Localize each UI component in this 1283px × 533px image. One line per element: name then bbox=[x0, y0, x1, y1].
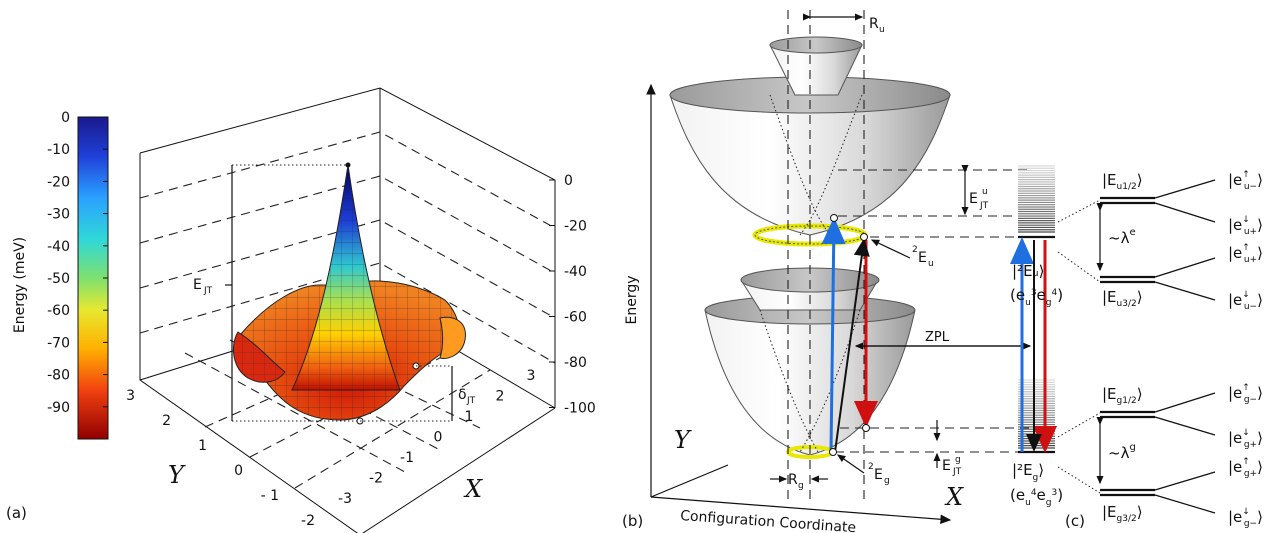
ejt-sub: JT bbox=[203, 286, 213, 296]
ru-sub: u bbox=[879, 25, 885, 35]
svg-text:|e↓u−⟩: |e↓ u−⟩ bbox=[1228, 290, 1263, 312]
x-tick-label: 2 bbox=[496, 389, 505, 405]
y-tick-label: 0 bbox=[234, 463, 243, 479]
vibronic-levels-g bbox=[1018, 379, 1055, 449]
delta-label: δ bbox=[458, 387, 467, 403]
ket-u: |²Eᵤ⟩ bbox=[1012, 262, 1044, 280]
colorbar-tick-label: -60 bbox=[47, 303, 70, 319]
x-tick-label: 3 bbox=[527, 368, 536, 384]
z-tick-label: -80 bbox=[564, 355, 587, 371]
ejt-g-sup: g bbox=[955, 455, 961, 465]
svg-text:|e↓u+⟩: |e↓ u+⟩ bbox=[1228, 215, 1263, 237]
svg-text:|e↑g−⟩: |e↑ g−⟩ bbox=[1228, 383, 1263, 405]
y-tick-label: 2 bbox=[162, 413, 171, 429]
svg-text:|Eu3/2⟩: |Eu3/2⟩ bbox=[1102, 288, 1143, 309]
so-levels-u: ~λe |Eu1/2⟩ |Eu3/2⟩ |e↑ u−⟩ |e↓ u+⟩ |e↑ u+⟩… bbox=[1057, 170, 1263, 312]
y-tick-label: 1 bbox=[198, 438, 207, 454]
svg-text:|Eg1/2⟩: |Eg1/2⟩ bbox=[1102, 385, 1143, 406]
lambda-e: ~λe bbox=[1108, 227, 1136, 247]
axis-x-label: X bbox=[463, 475, 483, 503]
ejt-u-sub: JT bbox=[979, 201, 989, 211]
x-tick-label: -2 bbox=[369, 471, 383, 487]
colorbar-tick-label: -30 bbox=[47, 207, 70, 223]
config-u: (eu3eg4) bbox=[1010, 286, 1063, 308]
zpl-label: ZPL bbox=[925, 330, 950, 345]
colorbar-ticks: 0 -10 -20 -30 -40 -50 -60 -70 -80 -90 bbox=[47, 110, 108, 416]
svg-text:|e↑u+⟩: |e↑ u+⟩ bbox=[1228, 243, 1263, 265]
x-tick-label: -3 bbox=[338, 491, 352, 507]
colorbar-tick-label: -40 bbox=[47, 239, 70, 255]
panel-a-label: (a) bbox=[6, 504, 27, 522]
y-tick-label: -2 bbox=[301, 513, 315, 529]
ru-label: R bbox=[869, 16, 879, 32]
axis-y-label-b: Y bbox=[674, 426, 692, 454]
delta-marker: δ JT bbox=[360, 365, 476, 422]
panel-a: 0-10-20-30-40-50-60-70-80-90 Energy (meV… bbox=[6, 87, 596, 533]
ejt-marker: E JT bbox=[193, 164, 360, 422]
z-tick-label: -60 bbox=[564, 310, 587, 326]
state-g-sub: g bbox=[884, 476, 890, 486]
panel-c-label: (c) bbox=[1065, 512, 1085, 530]
panel-c: |²Eᵤ⟩ (eu3eg4) |²Eg⟩ (eu4eg3) (c) ~λe |E… bbox=[1010, 165, 1263, 530]
panel-b: Energy Configuration Coordinate Y X (b) bbox=[622, 10, 1032, 533]
colorbar-tick-label: -50 bbox=[47, 271, 70, 287]
svg-text:|e↓g−⟩: |e↓ g−⟩ bbox=[1228, 507, 1263, 529]
lambda-g: ~λg bbox=[1108, 442, 1136, 462]
ejt-g-sub: JT bbox=[952, 467, 962, 477]
colorbar-tick-label: -10 bbox=[47, 142, 70, 158]
colorbar-tick-label: -20 bbox=[47, 174, 70, 190]
svg-text:|Eu1/2⟩: |Eu1/2⟩ bbox=[1102, 171, 1143, 192]
delta-sub: JT bbox=[466, 396, 476, 406]
peak-point bbox=[345, 162, 351, 168]
config-axis-label: Configuration Coordinate bbox=[680, 508, 857, 533]
z-tick-label: -20 bbox=[564, 219, 587, 235]
potential-surface bbox=[232, 162, 466, 425]
rg-sub: g bbox=[798, 481, 804, 491]
state-g-sup: 2 bbox=[868, 462, 874, 472]
z-tick-label: -100 bbox=[564, 401, 596, 417]
state-g-label: E bbox=[874, 467, 883, 483]
ejt-label: E bbox=[193, 277, 202, 293]
x-tick-label: 0 bbox=[434, 430, 443, 446]
state-u-sub: u bbox=[928, 259, 934, 269]
energy-axis-label: Energy bbox=[624, 275, 640, 324]
axis-x-label-b: X bbox=[944, 483, 964, 511]
colorbar-tick-label: -70 bbox=[47, 335, 70, 351]
colorbar-tick-label: 0 bbox=[61, 110, 70, 126]
x-ticks: -3 -2 -1 0 1 2 3 bbox=[338, 368, 535, 507]
colorbar-tick-label: -90 bbox=[47, 400, 70, 416]
ejt-g-label: E bbox=[942, 458, 951, 474]
colorbar-tick-label: -80 bbox=[47, 368, 70, 384]
colorbar-title: Energy (meV) bbox=[12, 237, 28, 333]
ejt-u-sup: u bbox=[982, 187, 988, 197]
x-tick-label: -1 bbox=[400, 450, 414, 466]
svg-text:|e↑u−⟩: |e↑ u−⟩ bbox=[1228, 170, 1263, 192]
state-u-label: E bbox=[918, 250, 927, 266]
rg-label: R bbox=[788, 472, 798, 488]
y-tick-label: 3 bbox=[126, 388, 135, 404]
so-levels-g: ~λg |Eg1/2⟩ |Eg3/2⟩ |e↑ g−⟩ |e↓ g+⟩ |e↑ g+⟩… bbox=[1057, 383, 1263, 529]
axis-y-label: Y bbox=[168, 461, 186, 489]
state-u-sup: 2 bbox=[912, 245, 918, 255]
ejt-u-label: E bbox=[969, 191, 978, 207]
svg-text:|e↓g+⟩: |e↓ g+⟩ bbox=[1228, 428, 1263, 450]
y-tick-label: - 1 bbox=[261, 488, 279, 504]
z-tick-label: 0 bbox=[564, 173, 573, 189]
config-g: (eu4eg3) bbox=[1010, 486, 1063, 508]
x-tick-label: 1 bbox=[465, 409, 474, 425]
z-tick-label: -40 bbox=[564, 264, 587, 280]
svg-text:|e↑g+⟩: |e↑ g+⟩ bbox=[1228, 457, 1263, 479]
z-ticks: 0 -20 -40 -60 -80 -100 bbox=[549, 173, 596, 417]
vibronic-levels-u bbox=[1018, 165, 1055, 233]
svg-text:|Eg3/2⟩: |Eg3/2⟩ bbox=[1102, 503, 1143, 524]
ket-g: |²Eg⟩ bbox=[1012, 461, 1044, 483]
panel-b-label: (b) bbox=[622, 512, 643, 530]
